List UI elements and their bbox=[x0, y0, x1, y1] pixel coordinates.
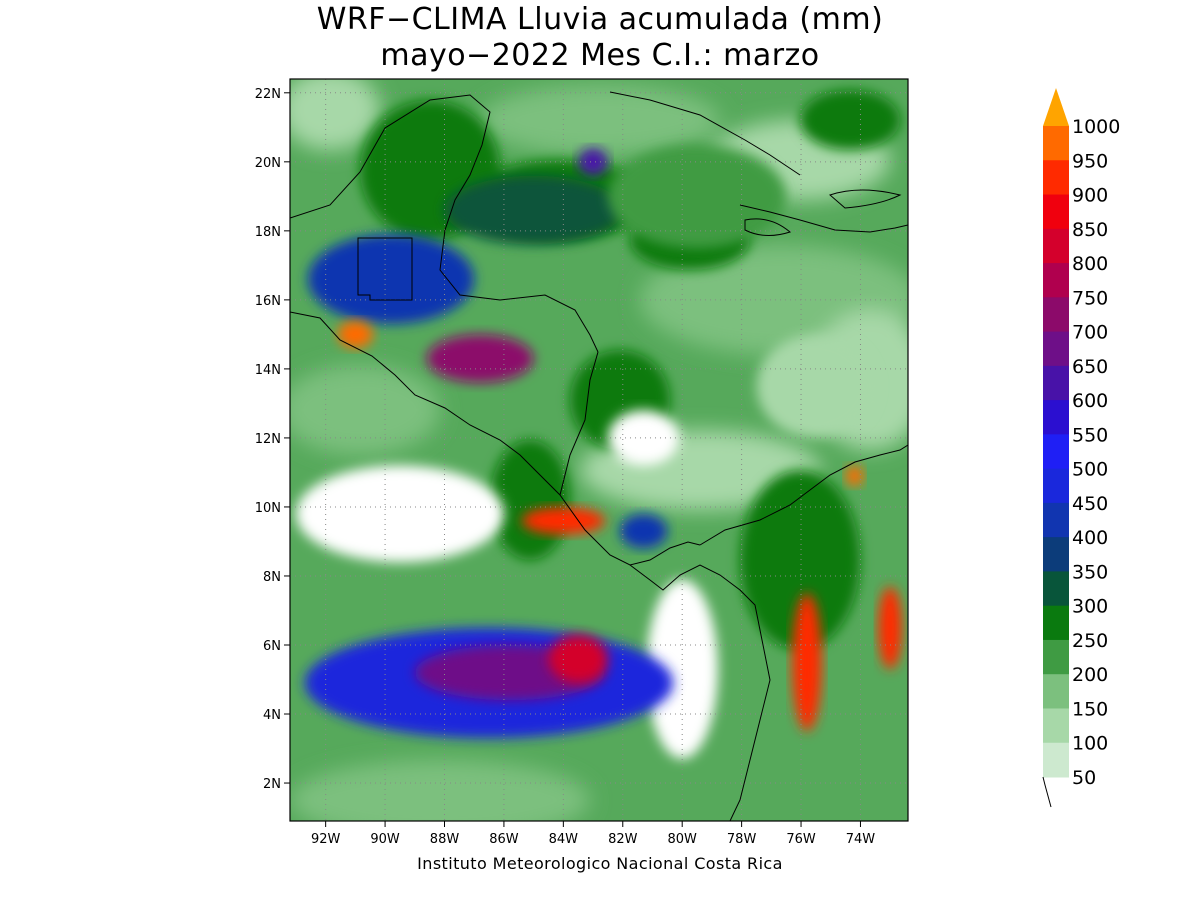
lon-tick-label: 80W bbox=[667, 832, 697, 847]
lat-tick-label: 22N bbox=[255, 87, 281, 102]
lat-tick-label: 10N bbox=[255, 501, 281, 516]
colorbar-label-500: 500 bbox=[1072, 459, 1108, 481]
rain-region-10 bbox=[619, 513, 668, 549]
lat-tick-label: 12N bbox=[255, 432, 281, 447]
rain-region-8 bbox=[337, 320, 374, 349]
colorbar-swatch-7 bbox=[1043, 502, 1069, 538]
colorbar-label-350: 350 bbox=[1072, 561, 1108, 583]
graticule bbox=[290, 79, 908, 821]
lon-tick-label: 74W bbox=[846, 832, 876, 847]
colorbar-top-arrow bbox=[1043, 88, 1069, 126]
colorbar-swatch-11 bbox=[1043, 365, 1069, 401]
colorbar-swatch-0 bbox=[1043, 742, 1069, 778]
rain-region-15 bbox=[444, 175, 623, 245]
rain-region-17 bbox=[756, 334, 876, 438]
rain-region-1 bbox=[295, 465, 504, 563]
lat-tick-label: 4N bbox=[263, 708, 281, 723]
lon-tick-label: 78W bbox=[727, 832, 757, 847]
rain-region-9 bbox=[521, 506, 605, 535]
colorbar-label-850: 850 bbox=[1072, 219, 1108, 241]
colorbar-swatch-17 bbox=[1043, 160, 1069, 196]
map-title: WRF−CLIMA Lluvia acumulada (mm) bbox=[316, 2, 884, 37]
lat-tick-label: 18N bbox=[255, 225, 281, 240]
colorbar-label-50: 50 bbox=[1072, 767, 1096, 789]
lat-tick-label: 20N bbox=[255, 156, 281, 171]
lon-tick-label: 88W bbox=[430, 832, 460, 847]
rain-region-13 bbox=[845, 465, 864, 487]
lat-tick-label: 6N bbox=[263, 639, 281, 654]
lon-tick-label: 92W bbox=[311, 832, 341, 847]
rain-region-5 bbox=[548, 634, 608, 683]
lat-tick-label: 2N bbox=[263, 777, 281, 792]
colorbar-label-800: 800 bbox=[1072, 253, 1108, 275]
lon-tick-label: 82W bbox=[608, 832, 638, 847]
colorbar-label-950: 950 bbox=[1072, 150, 1108, 172]
colorbar-swatch-2 bbox=[1043, 674, 1069, 709]
colorbar-label-750: 750 bbox=[1072, 287, 1108, 309]
colorbar-swatch-3 bbox=[1043, 639, 1069, 675]
rain-region-12 bbox=[878, 586, 903, 670]
colorbar-label-100: 100 bbox=[1072, 733, 1108, 755]
rain-region-11 bbox=[792, 593, 822, 732]
colorbar-swatch-12 bbox=[1043, 331, 1069, 367]
colorbar-label-300: 300 bbox=[1072, 596, 1108, 618]
map-subtitle: mayo−2022 Mes C.I.: marzo bbox=[380, 38, 820, 73]
lon-tick-label: 84W bbox=[549, 832, 579, 847]
colorbar-label-400: 400 bbox=[1072, 527, 1108, 549]
colorbar-swatch-15 bbox=[1043, 228, 1069, 264]
colorbar-swatch-13 bbox=[1043, 297, 1069, 333]
colorbar-bottom-arrow bbox=[1042, 776, 1052, 808]
longitude-axis: 92W 90W 88W 86W 84W 82W 80W 78W 76W 74W bbox=[311, 821, 875, 847]
rain-region-6 bbox=[307, 234, 475, 325]
rain-region-16 bbox=[607, 144, 787, 249]
plot-area bbox=[290, 79, 908, 821]
colorbar-swatch-10 bbox=[1043, 400, 1069, 435]
colorbar-swatch-5 bbox=[1043, 571, 1069, 607]
colorbar-swatch-8 bbox=[1043, 468, 1069, 504]
colorbar-swatch-16 bbox=[1043, 194, 1069, 230]
colorbar-label-1000: 1000 bbox=[1072, 116, 1120, 138]
colorbar-swatch-4 bbox=[1043, 605, 1069, 641]
plot-frame bbox=[289, 78, 909, 822]
lat-tick-label: 16N bbox=[255, 294, 281, 309]
colorbar-label-600: 600 bbox=[1072, 390, 1108, 412]
colorbar-label-200: 200 bbox=[1072, 664, 1108, 686]
colorbar-label-250: 250 bbox=[1072, 630, 1108, 652]
rain-region-14 bbox=[578, 148, 608, 176]
latitude-axis: 22N 20N 18N 16N 14N 12N 10N 8N 6N 4N 2N bbox=[255, 87, 290, 792]
colorbar-label-650: 650 bbox=[1072, 356, 1108, 378]
rain-region-2 bbox=[607, 410, 680, 466]
coastlines bbox=[290, 91, 908, 821]
lat-tick-label: 8N bbox=[263, 570, 281, 585]
colorbar: 50 100 150 200 250 300 350 400 450 500 550 600 650 70… bbox=[1042, 88, 1120, 808]
credit-label: Instituto Meteorologico Nacional Costa R… bbox=[417, 854, 783, 873]
lon-tick-label: 86W bbox=[489, 832, 519, 847]
rain-regions bbox=[295, 144, 903, 759]
lon-tick-label: 76W bbox=[786, 832, 816, 847]
lon-tick-label: 90W bbox=[370, 832, 400, 847]
colorbar-label-450: 450 bbox=[1072, 493, 1108, 515]
colorbar-swatch-6 bbox=[1043, 537, 1069, 572]
rain-region-7 bbox=[426, 334, 534, 383]
colorbar-swatch-1 bbox=[1043, 708, 1069, 744]
colorbar-swatch-14 bbox=[1043, 263, 1069, 298]
colorbar-label-700: 700 bbox=[1072, 322, 1108, 344]
colorbar-label-150: 150 bbox=[1072, 698, 1108, 720]
lat-tick-label: 14N bbox=[255, 363, 281, 378]
colorbar-label-900: 900 bbox=[1072, 185, 1108, 207]
colorbar-swatch-9 bbox=[1043, 434, 1069, 470]
colorbar-label-550: 550 bbox=[1072, 424, 1108, 446]
colorbar-swatch-18 bbox=[1043, 126, 1069, 161]
